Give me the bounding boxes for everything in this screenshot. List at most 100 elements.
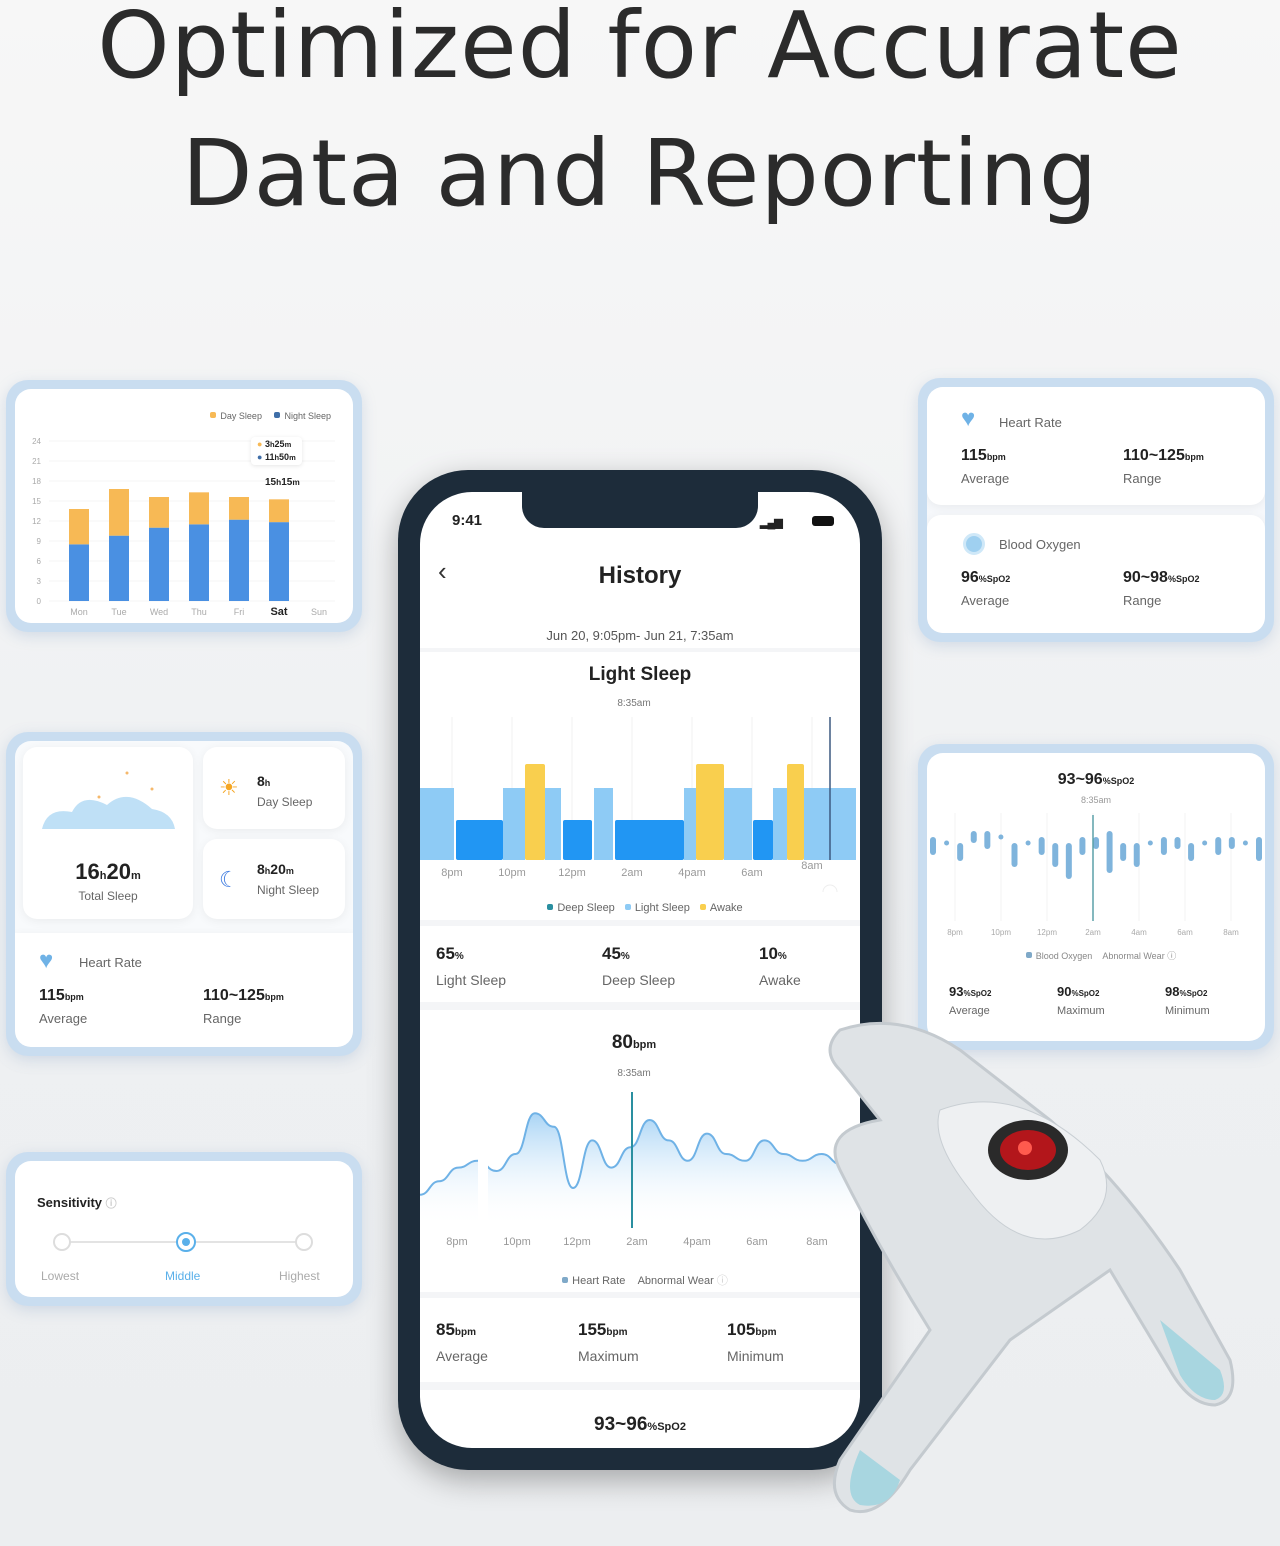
sleep-summary-card: 16h20m Total Sleep ☀ 8h Day Sleep ☾ 8h20… — [6, 732, 362, 1056]
sensitivity-option-lowest[interactable] — [53, 1233, 71, 1251]
spo2-range-bar — [1093, 837, 1099, 849]
blood-oxygen-icon — [963, 533, 985, 555]
sensitivity-title: Sensitivity ⓘ — [37, 1195, 117, 1210]
heart-rate-area — [420, 1113, 860, 1227]
phone-notch — [522, 492, 758, 528]
sleep-legend: Deep Sleep Light Sleep Awake — [420, 902, 860, 914]
spo2-point — [998, 834, 1004, 840]
spo2-range-bar — [1038, 837, 1045, 855]
spo2-chart: 8pm 10pm 12pm 2am 4am 6am 8am — [930, 813, 1262, 937]
x-tick-label: 4am — [1131, 928, 1147, 937]
stat-value: 65% — [436, 944, 464, 963]
light-sleep-segment — [545, 788, 561, 860]
stat-label: Maximum — [578, 1348, 639, 1364]
stat-value: 10% — [759, 944, 787, 963]
sensitivity-option-middle[interactable] — [176, 1232, 196, 1252]
help-icon[interactable]: ⓘ — [1167, 951, 1177, 961]
night-sleep-bar — [189, 524, 209, 601]
deep-sleep-segment — [615, 820, 684, 860]
abnormal-wear-gap — [478, 1152, 488, 1232]
help-icon[interactable]: ⓘ — [716, 1275, 728, 1287]
weekly-tooltip: ● 3h25m ● 11h50m — [251, 437, 302, 465]
day-sleep-bar — [269, 499, 289, 523]
spo2-card: 93~96%SpO2 8:35am 8pm 10pm 12pm 2am 4am 6am 8a… — [918, 744, 1274, 1050]
scrub-handle — [822, 884, 838, 892]
spo2-stat-label: Minimum — [1165, 1005, 1210, 1017]
x-tick-label: 8am — [801, 860, 822, 872]
spo2-range-bar — [1052, 843, 1059, 867]
awake-sleep-segment — [696, 764, 724, 860]
x-tick-label: 4pam — [678, 867, 706, 879]
weekly-sleep-chart: 0 3 6 9 12 15 18 21 24 Mon Tue Wed Thu Fri Sat Sun — [32, 437, 335, 618]
deep-sleep-segment — [753, 820, 773, 860]
spo2-range-bar — [1120, 843, 1127, 861]
total-sleep-tile: 16h20m Total Sleep — [23, 747, 193, 919]
back-button[interactable]: ‹ — [438, 556, 447, 586]
day-sleep-bar — [69, 509, 89, 545]
x-tick-label: Wed — [150, 607, 168, 617]
vitals-oxygen-tile: Blood Oxygen 96%SpO2 Average 90~98%SpO2 … — [927, 515, 1265, 633]
light-sleep-segment — [724, 788, 752, 860]
spo2-range-bar — [1065, 843, 1072, 879]
heart-icon: ♥ — [961, 405, 976, 432]
page-title: History — [598, 562, 682, 589]
spo2-range-bar — [1215, 837, 1222, 855]
night-sleep-bar — [149, 527, 169, 601]
stat-label: Awake — [759, 972, 801, 988]
stat-label: Minimum — [727, 1348, 784, 1364]
spo2-point — [1242, 840, 1248, 846]
x-tick-label: 4pam — [683, 1236, 711, 1248]
stat-value: 85bpm — [436, 1320, 477, 1339]
x-tick-label: 10pm — [503, 1236, 531, 1248]
signal-icon: ▂▄▆ — [760, 517, 783, 529]
x-tick-label: 2am — [626, 1236, 647, 1248]
sleep-stage-chart: 8pm 10pm 12pm 2am 4pam 6am 8am — [420, 717, 856, 892]
spo2-stat: 90%SpO2 — [1057, 984, 1100, 999]
summary-heart-tile: ♥ Heart Rate 115bpm Average 110~125bpm R… — [15, 933, 353, 1047]
vitals-heart-tile: ♥ Heart Rate 115bpm Average 110~125bpm R… — [927, 387, 1265, 505]
deep-sleep-segment — [456, 820, 503, 860]
x-tick-label: Sat — [270, 606, 287, 618]
spo2-range-bar — [1106, 831, 1113, 873]
x-tick-label: 2am — [621, 867, 642, 879]
awake-sleep-segment — [787, 764, 804, 860]
x-tick-label: 8am — [1223, 928, 1239, 937]
x-tick-label: 2am — [1085, 928, 1101, 937]
date-range: Jun 20, 9:05pm- Jun 21, 7:35am — [546, 628, 734, 643]
sleep-stage-title: Light Sleep — [588, 664, 692, 685]
spo2-point — [944, 840, 950, 846]
sensitivity-option-highest[interactable] — [295, 1233, 313, 1251]
x-tick-label: 12pm — [563, 1236, 591, 1248]
spo2-stat: 98%SpO2 — [1165, 984, 1208, 999]
stat-label: Deep Sleep — [602, 972, 676, 988]
spo2-legend: Blood Oxygen Abnormal Wear ⓘ — [927, 949, 1265, 962]
x-tick-label: 6am — [1177, 928, 1193, 937]
cloud-illustration — [42, 771, 175, 829]
spo2-range-bar — [1228, 837, 1235, 849]
status-time: 9:41 — [452, 512, 483, 529]
spo2-stat: 93%SpO2 — [949, 984, 992, 999]
light-sleep-segment — [773, 788, 787, 860]
spo2-range-bar — [957, 843, 964, 861]
spo2-range-bar — [1188, 843, 1195, 861]
hr-legend: Heart Rate Abnormal Wear ⓘ — [420, 1272, 860, 1288]
spo2-range-bar — [1160, 837, 1167, 855]
sensitivity-card: Sensitivity ⓘ Lowest Middle Highest — [6, 1152, 362, 1306]
y-tick-label: 24 — [32, 437, 41, 446]
x-tick-label: 6am — [741, 867, 762, 879]
y-tick-label: 18 — [32, 477, 41, 486]
x-tick-label: Sun — [311, 607, 327, 617]
heart-icon: ♥ — [39, 947, 54, 974]
day-sleep-tile: ☀ 8h Day Sleep — [203, 747, 345, 829]
phone-screen: 9:41 ▂▄▆ ‹ History Jun 20, 9:05pm- Jun 2… — [420, 492, 860, 1448]
spo2-range-bar — [1174, 837, 1181, 849]
spo2-range-bar — [1133, 843, 1140, 867]
spo2-point — [1202, 840, 1208, 846]
x-tick-label: Thu — [191, 607, 207, 617]
light-sleep-segment — [420, 788, 454, 860]
night-sleep-bar — [229, 519, 249, 601]
night-sleep-bar — [69, 544, 89, 601]
help-icon[interactable]: ⓘ — [105, 1198, 117, 1210]
wearable-device-illustration — [828, 1021, 1235, 1514]
x-tick-label: 12pm — [558, 867, 586, 879]
